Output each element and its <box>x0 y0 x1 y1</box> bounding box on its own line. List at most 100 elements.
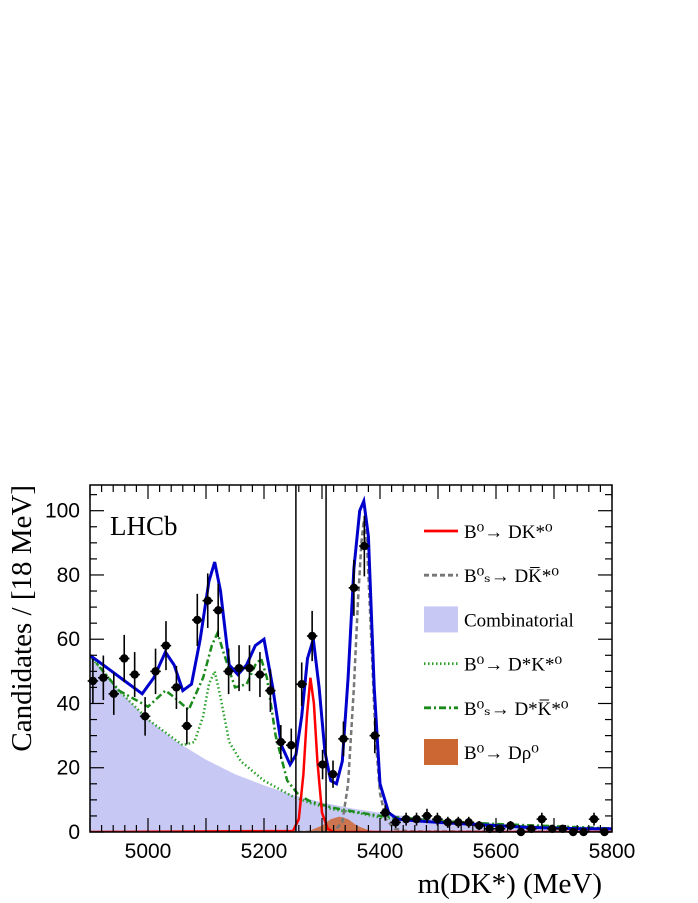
x-tick-label: 5000 <box>125 840 172 863</box>
data-point-marker <box>224 667 233 676</box>
legend-entry: B⁰→ Dρ⁰ <box>424 739 539 765</box>
data-point-marker <box>99 673 108 682</box>
data-point-marker <box>443 818 453 827</box>
y-tick-label: 40 <box>57 692 80 715</box>
x-tick-label: 5200 <box>241 840 288 863</box>
data-point <box>421 808 433 824</box>
data-point <box>244 645 255 692</box>
axes: 5000 5200 5400 5600 5800 0 20 40 60 80 100 <box>45 485 635 863</box>
bs-dstar-kstarbar-curve <box>90 629 612 830</box>
legend-entry: B⁰ₛ→ D*K̅*⁰ <box>424 699 569 720</box>
data-point-marker <box>161 641 171 650</box>
y-tick-label: 0 <box>68 821 80 844</box>
data-point-marker <box>287 741 296 750</box>
data-point-marker <box>151 667 160 676</box>
data-point <box>98 655 109 701</box>
data-point <box>119 634 130 683</box>
data-point-marker <box>109 689 118 699</box>
data-point-marker <box>120 654 129 663</box>
data-point-marker <box>537 814 547 824</box>
data-point-marker <box>213 606 223 615</box>
experiment-label: LHCb <box>110 511 178 541</box>
data-point <box>129 652 140 698</box>
data-point-marker <box>391 818 400 827</box>
data-point <box>390 816 401 828</box>
data-point <box>254 652 266 698</box>
data-point <box>348 559 360 616</box>
data-point <box>536 812 548 826</box>
data-point <box>202 573 213 628</box>
data-point-marker <box>88 676 98 686</box>
data-point-marker <box>589 814 599 824</box>
data-point <box>484 824 495 833</box>
data-point <box>265 669 276 712</box>
data-point <box>306 610 318 662</box>
data-point-marker <box>422 811 432 821</box>
y-tick-label: 20 <box>57 757 80 780</box>
x-tick-label: 5600 <box>473 840 520 863</box>
y-tick-label: 60 <box>57 628 80 651</box>
legend-entry: Combinatorial <box>424 606 574 633</box>
data-point <box>338 721 349 757</box>
data-point <box>442 816 454 828</box>
data-point-marker <box>370 731 379 740</box>
data-point <box>171 665 182 709</box>
data-point-marker <box>234 663 244 673</box>
legend-entry: B⁰→ D*K*⁰ <box>424 655 562 676</box>
legend: B⁰→ DK*⁰ B⁰ₛ→ DK̅*⁰ Combinatorial B⁰→ D*K*⁰… <box>424 522 574 765</box>
data-point <box>160 621 172 671</box>
data-point <box>296 662 307 706</box>
legend-entry: B⁰→ DK*⁰ <box>424 522 553 543</box>
data-points <box>87 515 610 837</box>
y-axis-title: Candidates / [18 MeV] <box>6 485 38 752</box>
data-point <box>317 749 328 780</box>
data-point-marker <box>266 686 275 695</box>
data-point <box>233 645 245 692</box>
data-point <box>463 816 474 828</box>
legend-entry: B⁰ₛ→ DK̅*⁰ <box>424 566 559 587</box>
data-point-marker <box>485 824 494 833</box>
legend-swatch <box>424 739 458 765</box>
data-point-marker <box>474 821 484 830</box>
data-point-marker <box>381 808 390 817</box>
data-point <box>359 515 370 577</box>
data-point <box>212 583 224 637</box>
data-point <box>453 816 464 828</box>
data-point <box>108 672 119 715</box>
data-point <box>181 707 193 745</box>
data-point-marker <box>193 615 202 625</box>
legend-label: B⁰→ Dρ⁰ <box>464 743 539 764</box>
data-point-marker <box>172 683 181 692</box>
data-point <box>588 812 600 826</box>
legend-label: B⁰→ D*K*⁰ <box>464 655 562 676</box>
data-point-marker <box>203 596 212 605</box>
data-point <box>369 718 380 754</box>
data-point-marker <box>506 821 515 830</box>
signal-window-lines <box>295 485 327 832</box>
legend-label: Combinatorial <box>464 610 574 631</box>
data-point <box>223 648 234 695</box>
combinatorial-area <box>90 655 612 832</box>
data-point <box>286 728 297 762</box>
data-point <box>400 812 412 826</box>
data-point-marker <box>318 760 327 769</box>
component-fills <box>90 655 612 832</box>
data-point-marker <box>401 814 411 824</box>
data-point-marker <box>130 670 139 679</box>
data-point-marker <box>339 734 348 744</box>
x-axis-title: m(DK*) (MeV) <box>418 868 602 900</box>
legend-swatch <box>424 606 458 633</box>
data-point <box>411 812 422 826</box>
data-point <box>380 804 391 821</box>
b0-d-kstar-curve <box>90 677 612 832</box>
data-point-marker <box>454 818 463 827</box>
data-point-marker <box>558 824 567 833</box>
bs-d-kstarbar-curve <box>90 520 612 832</box>
data-point <box>192 593 203 647</box>
data-point-marker <box>182 721 192 731</box>
data-point <box>275 725 287 760</box>
plot-frame <box>89 484 613 833</box>
data-point-marker <box>360 541 369 551</box>
x-tick-label: 5800 <box>589 840 636 863</box>
